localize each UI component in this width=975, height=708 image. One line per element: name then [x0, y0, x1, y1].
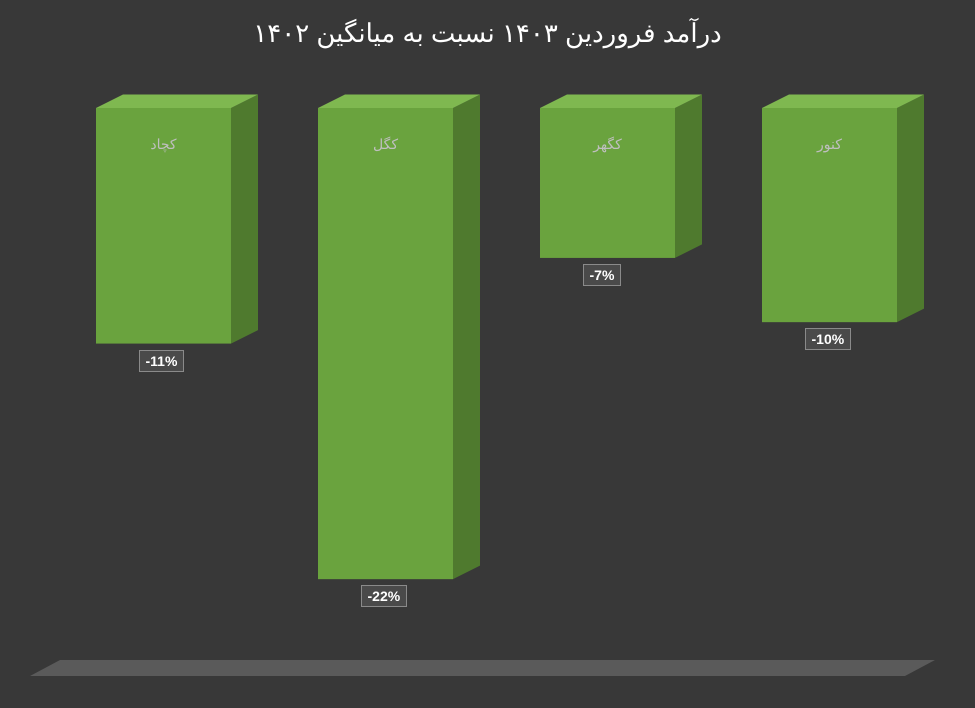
bar-side [897, 95, 924, 323]
bar-top [762, 95, 924, 109]
chart-container: درآمد فروردین ۱۴۰۳ نسبت به میانگین ۱۴۰۲ … [0, 0, 975, 708]
value-label: -10% [805, 328, 852, 350]
category-label: کنور [762, 136, 897, 153]
bar-3d [0, 0, 975, 708]
